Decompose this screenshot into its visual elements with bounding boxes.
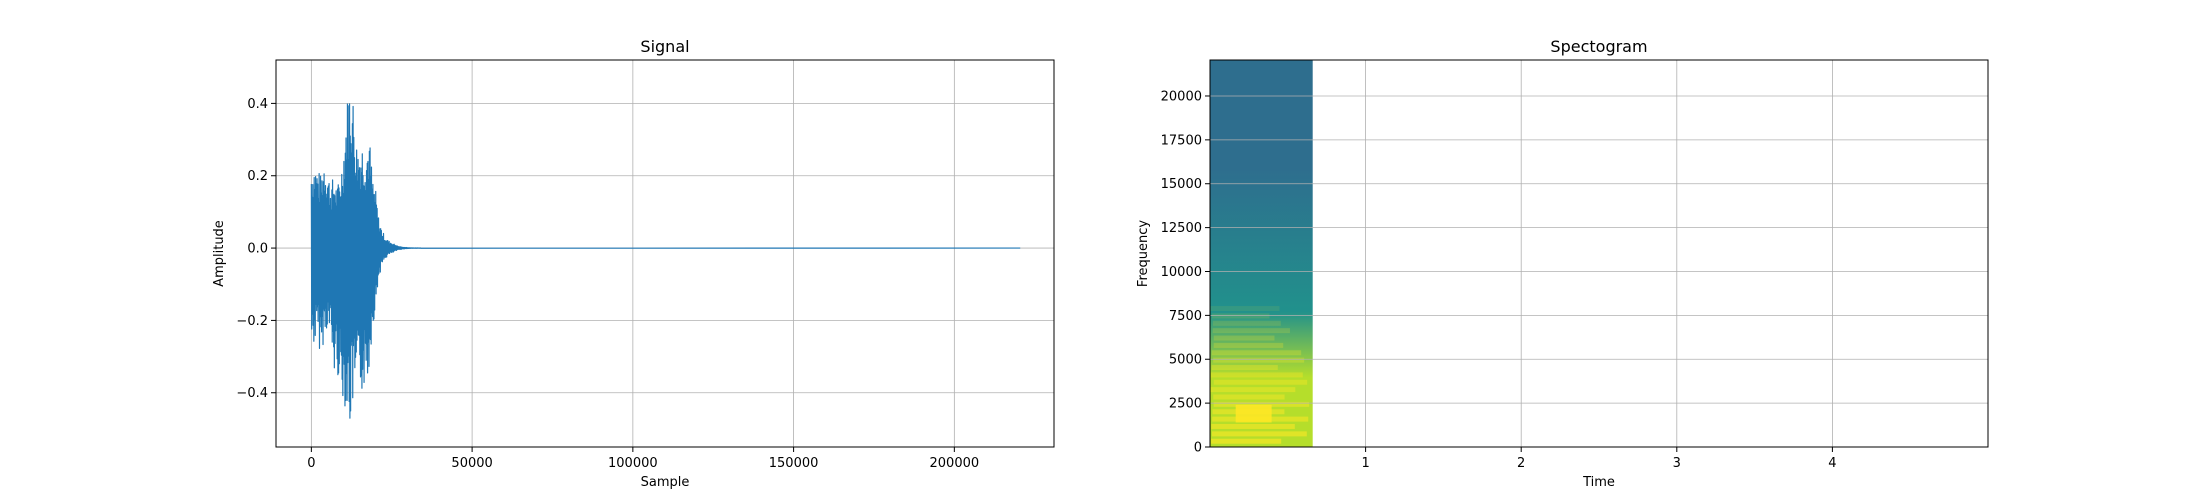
spectrogram-harmonic-band: [1213, 394, 1285, 400]
spectrogram-y-tick-label: 7500: [1169, 309, 1202, 324]
signal-waveform-line: [310, 103, 1021, 419]
spectrogram-y-label: Frequency: [1136, 220, 1151, 287]
spectrogram-y-tick-label: 5000: [1169, 353, 1202, 368]
spectrogram-harmonic-band: [1211, 350, 1302, 356]
spectrogram-harmonic-band: [1212, 328, 1290, 334]
spectrogram-x-label: Time: [1582, 475, 1615, 490]
signal-y-tick-label: −0.4: [236, 386, 268, 401]
spectrogram-y-tick-label: 10000: [1161, 265, 1202, 280]
spectrogram-harmonic-band: [1212, 320, 1281, 326]
spectrogram-y-tick-label: 0: [1194, 441, 1202, 456]
signal-y-tick-label: 0.4: [247, 97, 268, 112]
signal-title: Signal: [640, 37, 689, 56]
signal-y-tick-label: −0.2: [236, 314, 268, 329]
signal-x-tick-label: 200000: [930, 456, 980, 471]
signal-plot-area: [276, 60, 1054, 447]
spectrogram-frame: [1209, 59, 1989, 448]
signal-x-tick-label: 50000: [451, 456, 492, 471]
spectrogram-harmonic-band: [1213, 335, 1275, 341]
signal-y-ticks: −0.4 −0.2 0.0 0.2 0.4: [236, 97, 276, 401]
spectrogram-y-ticks: 0 2500 5000 7500 10000 12500 15000 17500 20000: [1161, 89, 1210, 456]
spectrogram-y-tick-label: 2500: [1169, 397, 1202, 412]
spectrogram-harmonic-band: [1213, 401, 1310, 407]
spectrogram-x-tick-label: 4: [1828, 456, 1836, 471]
signal-x-tick-label: 0: [307, 456, 315, 471]
spectrogram-heatmap: [1210, 60, 1313, 447]
signal-y-tick-label: 0.0: [247, 242, 268, 257]
spectrogram-harmonic-band: [1211, 438, 1282, 444]
spectrogram-harmonic-band: [1211, 313, 1270, 319]
spectrogram-harmonic-band: [1213, 357, 1305, 363]
spectrogram-harmonic-band: [1211, 365, 1278, 371]
signal-grid: [276, 60, 1054, 447]
spectrogram-harmonic-band: [1213, 342, 1284, 348]
signal-chart: 0 50000 100000 150000 200000 −0.4 −0.2 0.0 0.2 0…: [212, 37, 1055, 490]
spectrogram-harmonic-band: [1210, 372, 1303, 378]
spectrogram-harmonic-band: [1210, 306, 1280, 312]
spectrogram-image: [1210, 60, 1313, 447]
spectrogram-x-tick-label: 2: [1517, 456, 1525, 471]
signal-y-label: Amplitude: [212, 220, 227, 287]
spectrogram-y-tick-label: 20000: [1161, 89, 1202, 104]
signal-y-tick-label: 0.2: [247, 169, 268, 184]
signal-x-tick-label: 150000: [769, 456, 819, 471]
spectrogram-peak: [1235, 404, 1272, 423]
spectrogram-harmonic-band: [1211, 431, 1307, 437]
signal-series: [310, 103, 1021, 419]
spectrogram-x-tick-label: 1: [1361, 456, 1369, 471]
spectrogram-plot-area: [1210, 60, 1988, 447]
signal-x-tick-label: 100000: [608, 456, 658, 471]
spectrogram-chart: 1 2 3 4 0 2500 5000 7500 10000 12500 15000 17500 20…: [1136, 37, 1989, 490]
spectrogram-x-tick-label: 3: [1673, 456, 1681, 471]
spectrogram-harmonic-band: [1211, 423, 1295, 429]
signal-frame: [275, 59, 1055, 448]
spectrogram-harmonic-band: [1213, 379, 1308, 385]
signal-x-label: Sample: [641, 475, 690, 490]
signal-x-ticks: 0 50000 100000 150000 200000: [307, 447, 979, 471]
spectrogram-harmonic-band: [1210, 387, 1296, 393]
spectrogram-y-tick-label: 17500: [1161, 133, 1202, 148]
spectrogram-title: Spectogram: [1550, 37, 1647, 56]
spectrogram-y-tick-label: 15000: [1161, 177, 1202, 192]
spectrogram-y-tick-label: 12500: [1161, 221, 1202, 236]
spectrogram-x-ticks: 1 2 3 4: [1361, 447, 1837, 471]
